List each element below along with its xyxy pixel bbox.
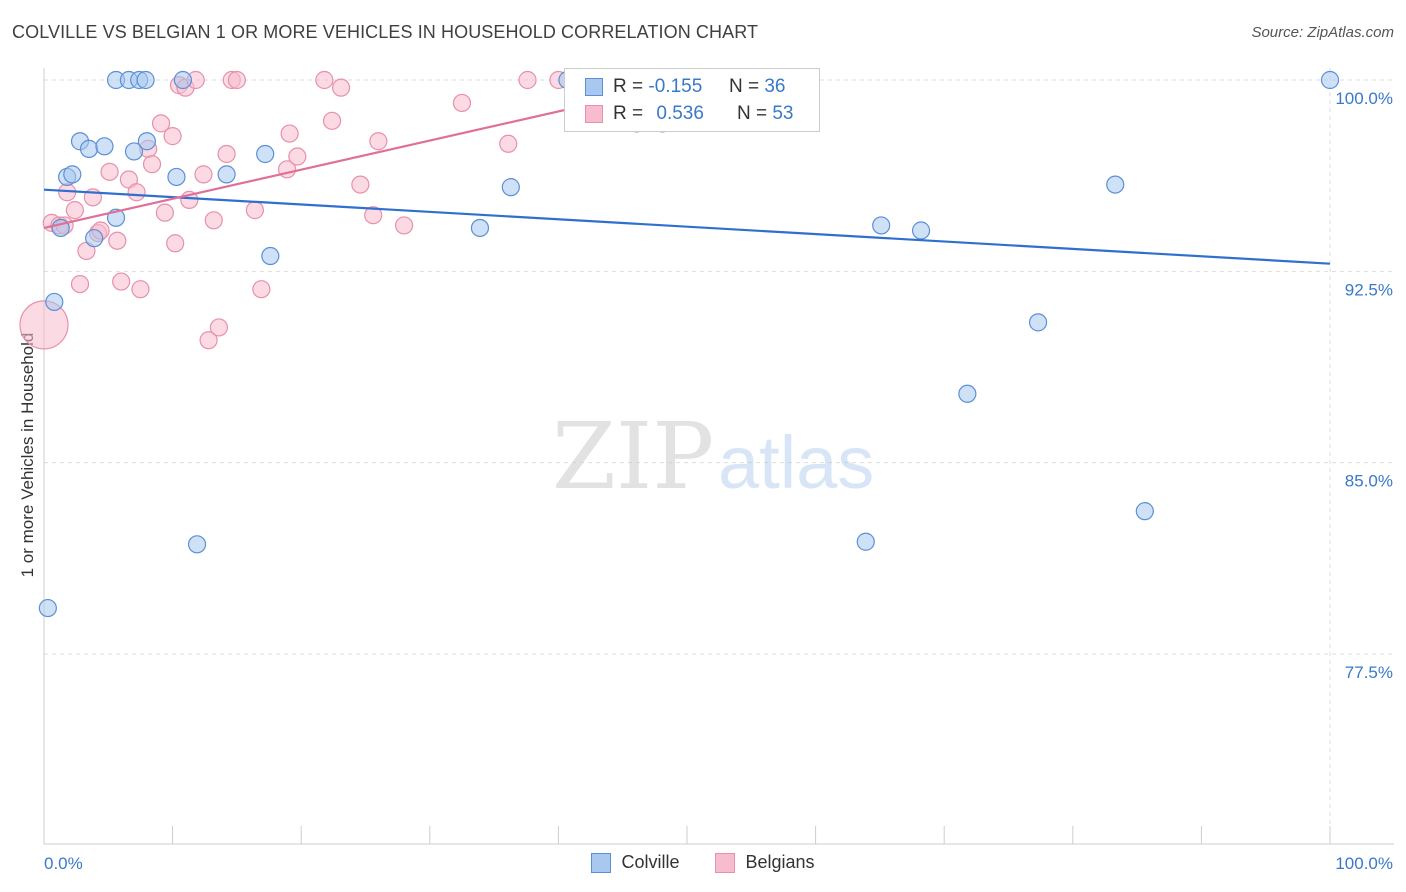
watermark-zip: ZIP <box>552 403 714 510</box>
belgians-point <box>315 70 334 90</box>
watermark-atlas: atlas <box>718 421 874 504</box>
watermark: ZIP atlas <box>552 403 874 510</box>
series-legend: Colville Belgians <box>0 852 1406 873</box>
colville-point <box>79 139 99 158</box>
belgians-r-label: R = <box>613 103 644 124</box>
x-tick-label: 100.0% <box>1335 854 1393 873</box>
belgians-point <box>155 203 174 222</box>
colville-point <box>872 216 891 235</box>
belgians-point <box>204 211 223 230</box>
belgians-point <box>209 318 228 337</box>
belgians-point <box>518 70 537 90</box>
belgians-point <box>288 147 307 166</box>
colville-point <box>136 70 155 90</box>
colville-point <box>45 292 64 312</box>
correlation-legend: R = -0.155 N = 36 R = 0.536 N = 53 <box>564 68 820 132</box>
y-tick-label: 85.0% <box>1345 472 1393 491</box>
tick-labels: 100.0% 92.5% 85.0% 77.5% 0.0% 100.0% <box>44 89 1393 873</box>
belgians-point <box>19 300 69 350</box>
colville-point <box>85 229 104 248</box>
colville-point <box>470 218 490 238</box>
belgians-point <box>452 93 472 113</box>
belgians-n-label: N = <box>736 103 768 124</box>
belgians-legend-swatch <box>715 852 736 873</box>
colville-point <box>173 70 192 90</box>
colville-trend-line <box>43 188 1331 265</box>
colville-point <box>167 167 186 187</box>
legend-item-belgians[interactable]: Belgians <box>715 852 815 873</box>
chart-title: COLVILLE VS BELGIAN 1 OR MORE VEHICLES I… <box>12 22 759 42</box>
colville-r-label: R = <box>613 76 644 97</box>
colville-point <box>1028 313 1048 332</box>
belgians-point <box>499 134 518 153</box>
belgians-point <box>199 331 218 350</box>
colville-point <box>217 165 236 184</box>
belgians-point <box>151 114 171 133</box>
belgians-legend-label: Belgians <box>745 852 815 872</box>
belgians-point <box>65 201 84 220</box>
belgians-point <box>351 175 370 194</box>
colville-r-value: -0.155 <box>648 76 703 97</box>
axes <box>43 68 1394 845</box>
colville-n-label: N = <box>728 76 760 97</box>
colville-point <box>95 137 114 156</box>
belgians-point <box>364 206 383 225</box>
legend-row-belgians: R = 0.536 N = 53 <box>585 101 793 127</box>
belgians-swatch <box>585 105 603 123</box>
belgians-point <box>280 124 299 143</box>
colville-point <box>958 384 977 403</box>
belgians-n-value: 53 <box>772 103 794 124</box>
belgians-point <box>163 127 182 146</box>
data-points <box>19 70 1340 618</box>
colville-n-value: 36 <box>764 76 786 97</box>
belgians-point <box>331 78 351 97</box>
colville-point <box>63 165 82 184</box>
colville-point <box>187 535 207 554</box>
belgians-point <box>394 216 414 235</box>
colville-point <box>856 532 875 551</box>
colville-point <box>1106 175 1125 194</box>
belgians-point <box>245 201 265 220</box>
belgians-point <box>369 132 388 151</box>
legend-item-colville[interactable]: Colville <box>591 852 679 873</box>
colville-point <box>137 132 156 151</box>
colville-point <box>501 178 520 197</box>
belgians-point <box>217 144 236 164</box>
colville-point <box>256 144 275 164</box>
belgians-point <box>166 234 185 253</box>
y-tick-label: 77.5% <box>1345 663 1393 682</box>
belgians-point <box>127 183 146 202</box>
belgians-point <box>322 111 342 130</box>
belgians-r-value: 0.536 <box>656 103 704 124</box>
y-tick-label: 92.5% <box>1345 280 1393 299</box>
belgians-point <box>112 272 131 291</box>
belgians-point <box>194 165 213 184</box>
belgians-point <box>100 162 119 181</box>
belgians-point <box>252 280 271 299</box>
belgians-point <box>227 70 246 90</box>
colville-legend-label: Colville <box>621 852 680 872</box>
colville-point <box>911 221 931 240</box>
x-tick-label: 0.0% <box>44 854 83 873</box>
colville-legend-swatch <box>591 852 612 873</box>
belgians-point <box>131 280 150 299</box>
colville-swatch <box>585 78 603 96</box>
source-label: Source: ZipAtlas.com <box>1251 24 1394 41</box>
legend-row-colville: R = -0.155 N = 36 <box>585 74 785 100</box>
colville-point <box>124 142 144 161</box>
belgians-point <box>142 155 162 174</box>
colville-point <box>261 246 280 266</box>
colville-point <box>38 598 57 618</box>
belgians-point <box>108 231 127 250</box>
colville-point <box>1135 502 1154 521</box>
colville-point <box>1320 70 1340 90</box>
y-tick-label: 100.0% <box>1335 89 1393 108</box>
belgians-point <box>70 274 90 294</box>
